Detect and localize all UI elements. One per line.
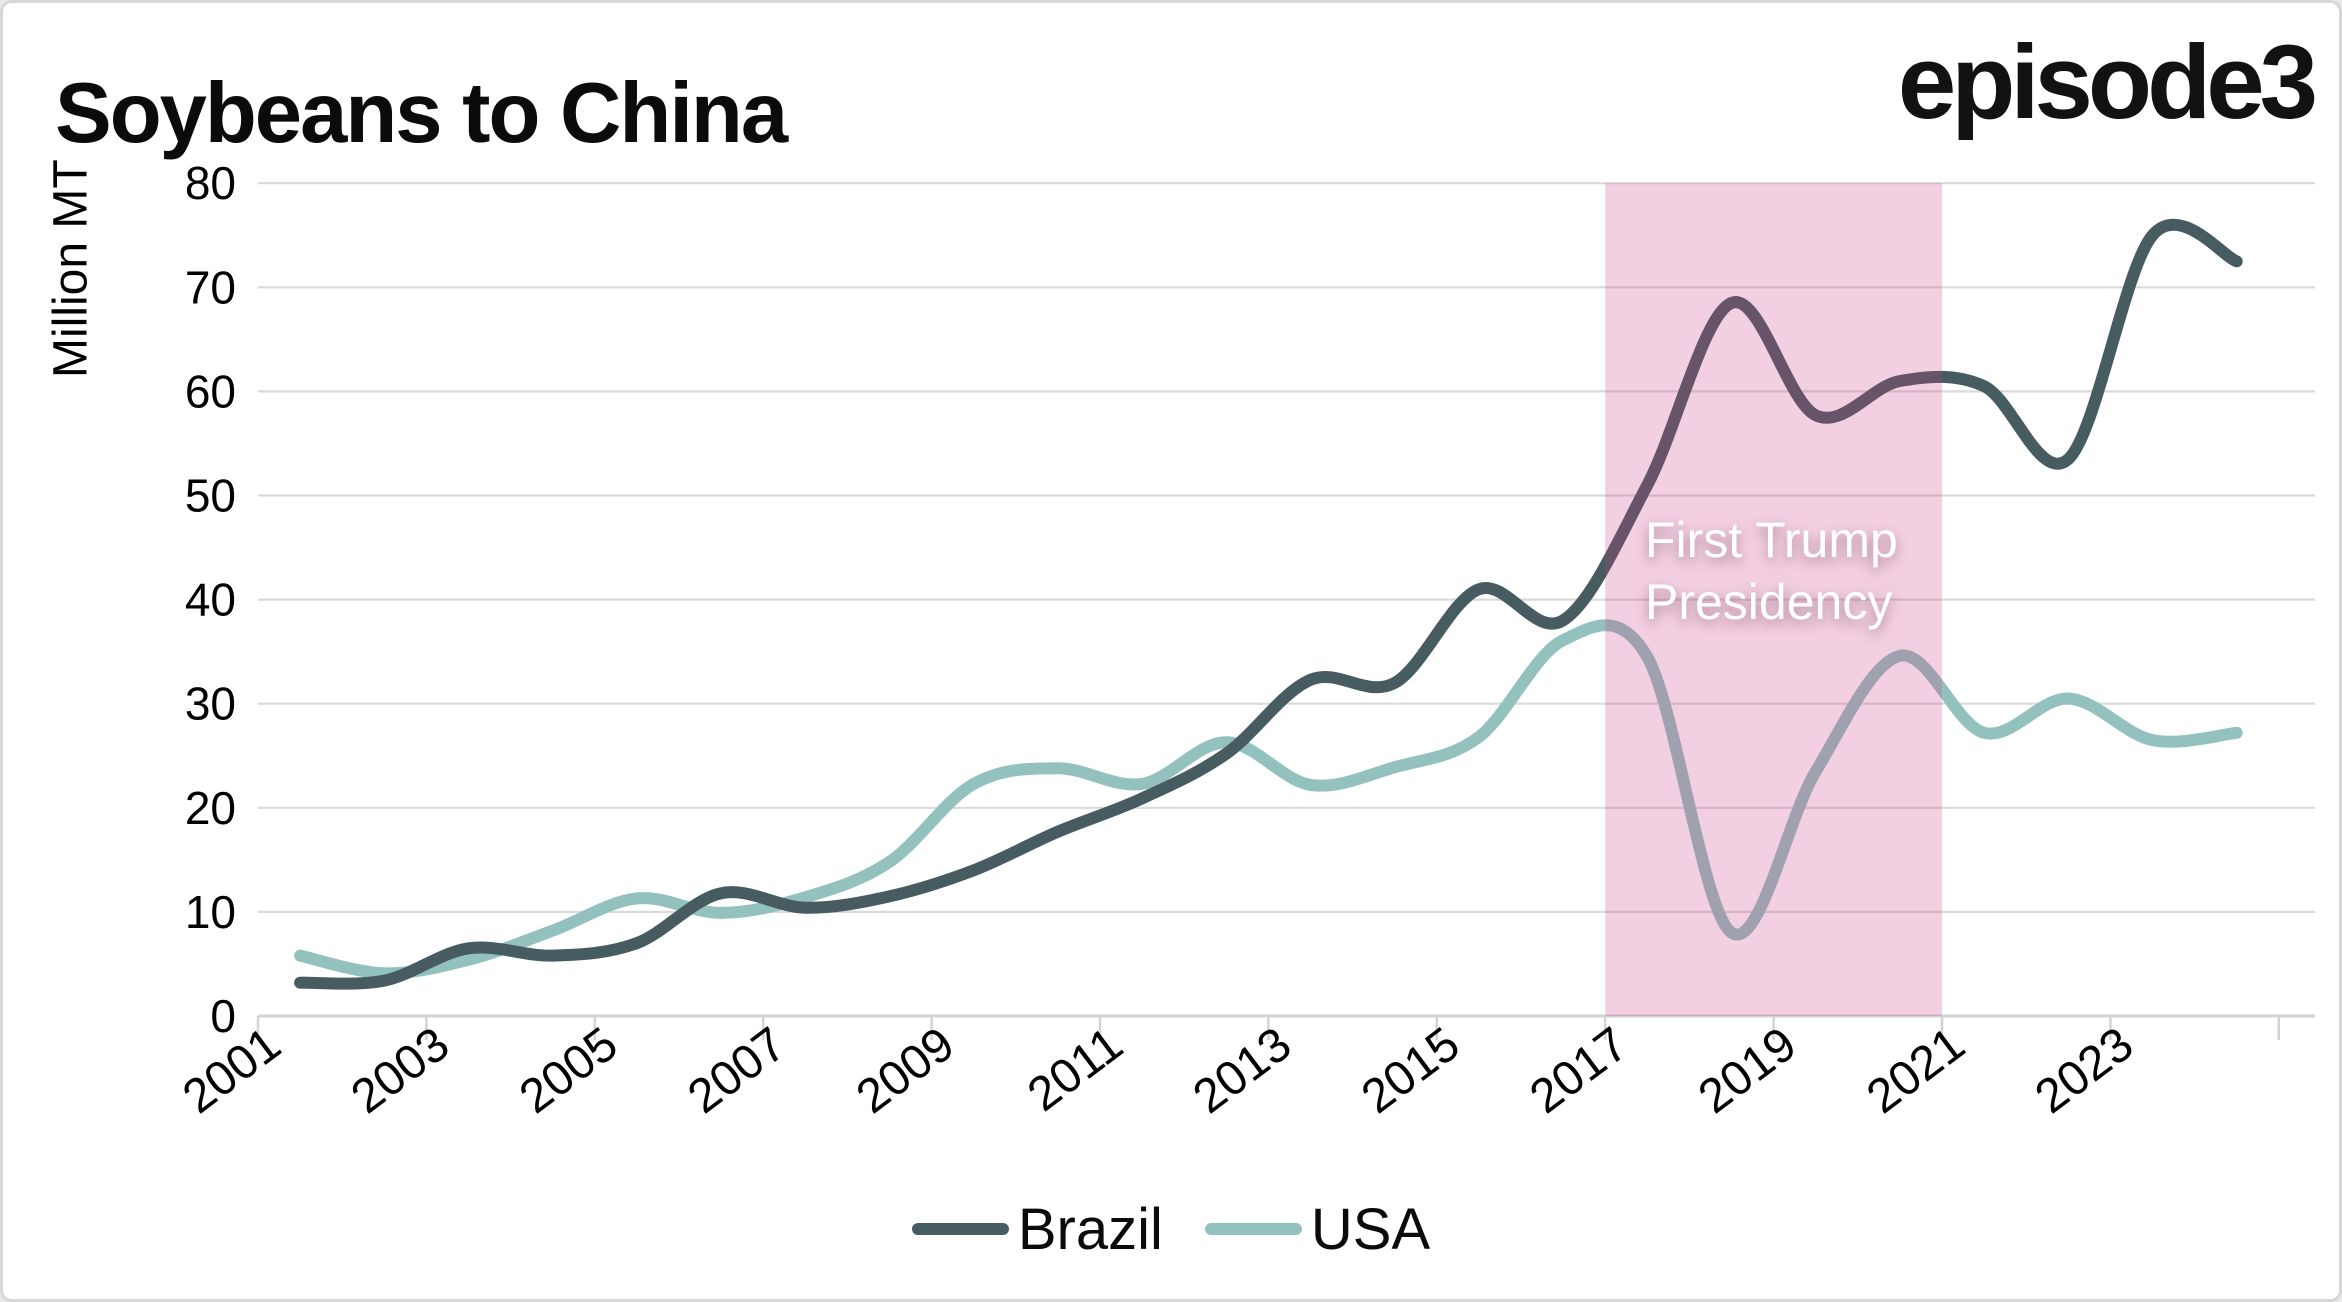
x-tick-label: 2019 xyxy=(1689,1017,1806,1124)
y-tick-label: 70 xyxy=(185,261,236,313)
x-tick-label: 2015 xyxy=(1352,1017,1469,1124)
annotation-band-label-line2: Presidency xyxy=(1645,574,1893,630)
y-tick-label: 10 xyxy=(185,886,236,938)
y-tick-label: 40 xyxy=(185,574,236,626)
y-tick-label: 0 xyxy=(210,990,236,1042)
legend-item-brazil: Brazil xyxy=(911,1196,1163,1263)
x-tick-label: 2011 xyxy=(1018,1017,1132,1121)
y-tick-label: 80 xyxy=(185,157,236,209)
x-tick-label: 2017 xyxy=(1521,1017,1638,1124)
x-tick-label: 2003 xyxy=(342,1017,459,1124)
x-tick-label: 2007 xyxy=(679,1017,796,1124)
x-tick-label: 2021 xyxy=(1857,1017,1974,1124)
x-tick-label: 2009 xyxy=(847,1017,964,1124)
y-tick-label: 50 xyxy=(185,470,236,522)
trump-presidency-band xyxy=(1605,183,1942,1016)
chart-legend: Brazil USA xyxy=(3,1189,2339,1269)
brand-logo: episode3 xyxy=(1897,24,2318,141)
legend-label-brazil: Brazil xyxy=(1017,1196,1163,1262)
x-tick-label: 2013 xyxy=(1184,1017,1301,1124)
usa-line xyxy=(294,619,2243,980)
y-tick-label: 60 xyxy=(185,365,236,417)
y-tick-label: 30 xyxy=(185,678,236,730)
y-tick-label: 20 xyxy=(185,782,236,834)
annotation-band-label-line1: First Trump xyxy=(1645,512,1898,568)
legend-label-usa: USA xyxy=(1310,1196,1431,1262)
brazil-line-swatch xyxy=(911,1223,1009,1235)
usa-line-swatch xyxy=(1204,1223,1302,1235)
chart-title: Soybeans to China xyxy=(55,66,788,161)
brazil-line xyxy=(294,218,2243,990)
x-tick-label: 2023 xyxy=(2026,1017,2143,1124)
x-tick-label: 2005 xyxy=(510,1017,627,1124)
legend-item-usa: USA xyxy=(1204,1196,1431,1263)
